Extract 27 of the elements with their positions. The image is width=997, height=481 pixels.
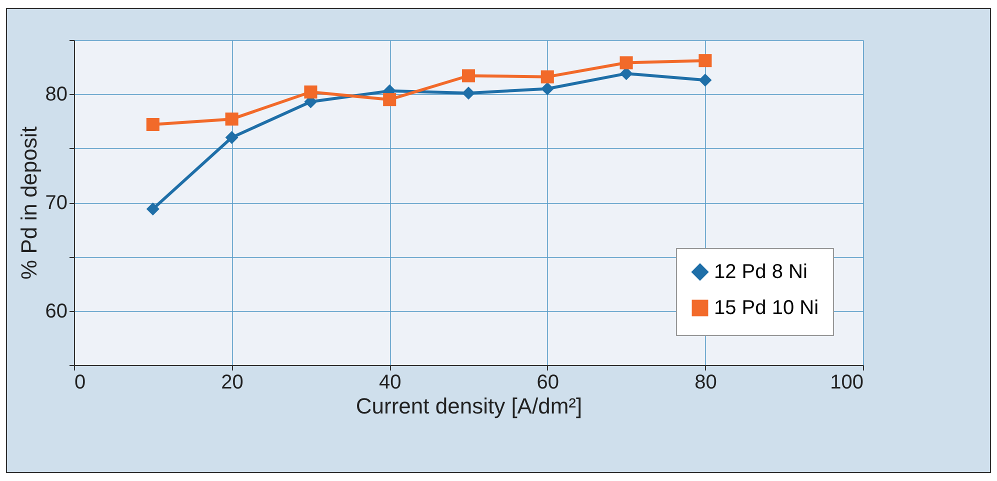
point xyxy=(146,202,160,216)
x-tick-label: 20 xyxy=(221,372,244,394)
x-tick-label: 80 xyxy=(694,372,717,394)
point xyxy=(462,69,476,82)
legend-label: 15 Pd 10 Ni xyxy=(714,297,819,319)
x-tick-label: 0 xyxy=(74,372,86,394)
y-tick-label: 70 xyxy=(45,192,68,214)
x-tick-label: 40 xyxy=(378,372,402,394)
x-tick-label: 60 xyxy=(536,372,560,394)
point xyxy=(383,93,396,106)
point xyxy=(620,56,633,70)
x-axis-title: Current density [A/dm²] xyxy=(356,394,582,418)
y-axis-title: % Pd in deposit xyxy=(16,126,42,280)
y-tick-label: 80 xyxy=(45,84,68,106)
legend-label: 12 Pd 8 Ni xyxy=(714,261,808,283)
point xyxy=(620,67,633,80)
point xyxy=(540,82,554,96)
point xyxy=(462,86,476,100)
point xyxy=(698,74,712,87)
point xyxy=(698,54,712,68)
point xyxy=(225,130,238,144)
point xyxy=(225,112,238,126)
y-tick-label: 60 xyxy=(45,300,68,322)
point xyxy=(304,85,318,99)
x-tick-label: 100 xyxy=(830,372,864,394)
point xyxy=(540,70,554,84)
point xyxy=(146,118,160,132)
